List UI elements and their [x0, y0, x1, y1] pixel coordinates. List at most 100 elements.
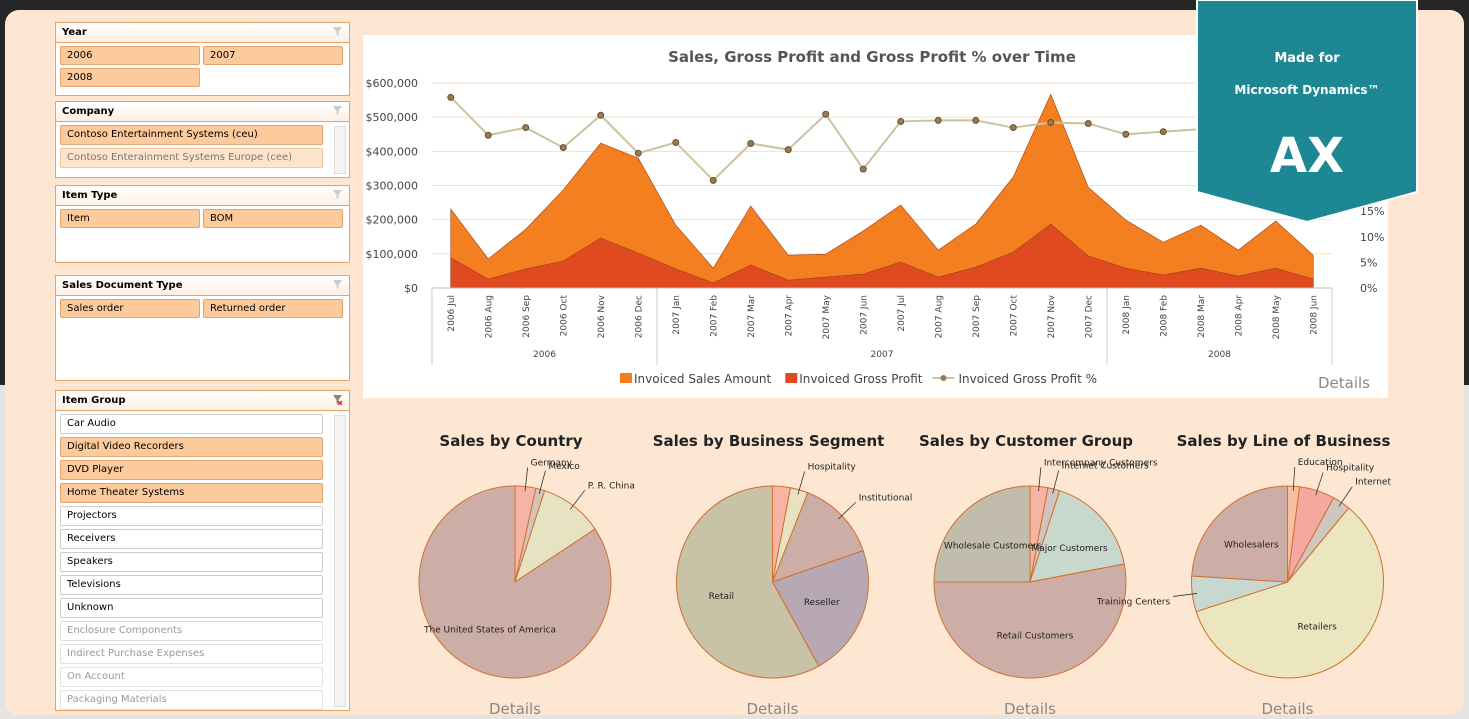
slicer-item[interactable]: Packaging Materials [60, 690, 323, 710]
slicer-item[interactable]: On Account [60, 667, 323, 687]
line-point [672, 138, 680, 146]
x-tick-label: 2008 Jun [1309, 295, 1319, 335]
x-tick-label: 2006 Aug [484, 295, 494, 338]
line-point [1159, 128, 1167, 136]
slicer-item[interactable]: Televisions [60, 575, 323, 595]
x-tick-label: 2008 Mar [1197, 295, 1207, 338]
line-point [559, 144, 567, 152]
slicer-item[interactable]: Speakers [60, 552, 323, 572]
details-link[interactable]: Details [746, 700, 798, 718]
line-point [897, 117, 905, 125]
x-tick-label: 2008 Feb [1159, 295, 1169, 337]
y-tick-label: $600,000 [366, 77, 419, 90]
slicer-item[interactable]: Indirect Purchase Expenses [60, 644, 323, 664]
slicer-item[interactable]: Contoso Entertainment Systems (ceu) [60, 125, 323, 145]
details-link[interactable]: Details [1004, 700, 1056, 718]
slicer-item[interactable]: 2006 [60, 46, 200, 65]
slicer-item[interactable]: Receivers [60, 529, 323, 549]
line-point [972, 116, 980, 124]
slicer-item[interactable]: Sales order [60, 299, 200, 318]
filter-icon [333, 280, 342, 289]
legend-label: Invoiced Sales Amount [634, 372, 772, 386]
clear-filter[interactable] [333, 280, 343, 290]
y2-tick-label: 5% [1360, 256, 1377, 269]
y-tick-label: $200,000 [366, 214, 419, 227]
y2-tick-label: 10% [1360, 231, 1384, 244]
pie-label: Institutional [859, 493, 913, 503]
slicer-title: Sales Document Type [56, 276, 349, 296]
details-link[interactable]: Details [1318, 374, 1370, 392]
pie-label: Wholesalers [1224, 541, 1279, 551]
y-tick-label: $0 [404, 282, 418, 295]
slicer-item[interactable]: Home Theater Systems [60, 483, 323, 503]
slicer-item[interactable]: Digital Video Recorders [60, 437, 323, 457]
slicer-item[interactable]: Returned order [203, 299, 343, 318]
pie-slice [933, 563, 1127, 679]
pie-slice [418, 485, 612, 679]
details-link[interactable]: Details [489, 700, 541, 718]
legend-swatch [785, 373, 798, 383]
line-point [634, 149, 642, 157]
leader-line [1038, 467, 1042, 492]
pie-label: Internet Customers [1062, 461, 1149, 471]
pie-label: P. R. China [588, 481, 635, 491]
slicer-item[interactable]: 2007 [203, 46, 343, 65]
chart-title: Sales by Line of Business [1177, 432, 1391, 450]
legend-label: Invoiced Gross Profit % [959, 372, 1097, 386]
slicer-item[interactable]: 2008 [60, 68, 200, 87]
clear-mark [337, 400, 343, 405]
clear-filter[interactable] [333, 395, 343, 405]
slicer-item[interactable]: Car Audio [60, 414, 323, 434]
scrollbar[interactable] [334, 126, 346, 174]
slicer-items: 2006 2007 2008 [56, 43, 349, 90]
slicer-item[interactable]: Projectors [60, 506, 323, 526]
slicer-items: Contoso Entertainment Systems (ceu) Conto… [56, 122, 349, 171]
pie-slice [933, 485, 1031, 583]
slicer-item[interactable]: BOM [203, 209, 343, 228]
slicer-item[interactable]: Unknown [60, 598, 323, 618]
clear-filter[interactable] [333, 106, 343, 116]
pie-label: Retail [709, 592, 734, 602]
leader-line [1338, 486, 1353, 507]
legend-swatch [620, 373, 632, 383]
x-tick-label: 2007 May [822, 294, 832, 339]
slicer-items: Item BOM [56, 206, 349, 231]
pie-label: Retail Customers [997, 632, 1074, 642]
scrollbar[interactable] [334, 415, 346, 707]
y-tick-label: $300,000 [366, 180, 419, 193]
slicer: Year 2006 2007 2008 [55, 22, 350, 96]
badge-line1: Made for [1274, 51, 1340, 66]
badge-product: AX [1270, 128, 1344, 184]
badge-shape [1196, 0, 1418, 224]
pie-label: Training Centers [1096, 597, 1171, 607]
slicer-item[interactable]: DVD Player [60, 460, 323, 480]
slicer: Sales Document Type Sales order Returned o… [55, 275, 350, 381]
x-tick-label: 2006 Jul [447, 295, 457, 332]
slicer-title: Year [56, 23, 349, 43]
pie-label: Internet [1355, 478, 1391, 488]
chart-title: Sales by Country [439, 432, 582, 450]
pie-label: Reseller [804, 598, 840, 608]
pie-label: Education [1298, 458, 1343, 468]
pie-slice [1029, 490, 1125, 583]
slicer-item[interactable]: Item [60, 209, 200, 228]
leader-line [569, 490, 586, 510]
leader-line [1292, 467, 1296, 492]
clear-filter[interactable] [333, 190, 343, 200]
slicer: Company Contoso Entertainment Systems (ce… [55, 101, 350, 178]
clear-filter[interactable] [333, 27, 343, 37]
details-link[interactable]: Details [1261, 700, 1313, 718]
line-point [1009, 124, 1017, 132]
slicer-item[interactable]: Contoso Enterainment Systems Europe (cee… [60, 148, 323, 168]
leader-line [1173, 593, 1198, 597]
x-tick-label: 2007 Nov [1047, 294, 1057, 338]
pie-label: Hospitality [808, 462, 857, 472]
line-point [934, 116, 942, 124]
group-label: 2008 [1208, 350, 1231, 360]
line-point [484, 131, 492, 139]
slicer-item[interactable]: Enclosure Components [60, 621, 323, 641]
pie-label: Retailers [1297, 623, 1337, 633]
badge-line2: Microsoft Dynamics™ [1234, 83, 1379, 97]
line-point [784, 146, 792, 154]
